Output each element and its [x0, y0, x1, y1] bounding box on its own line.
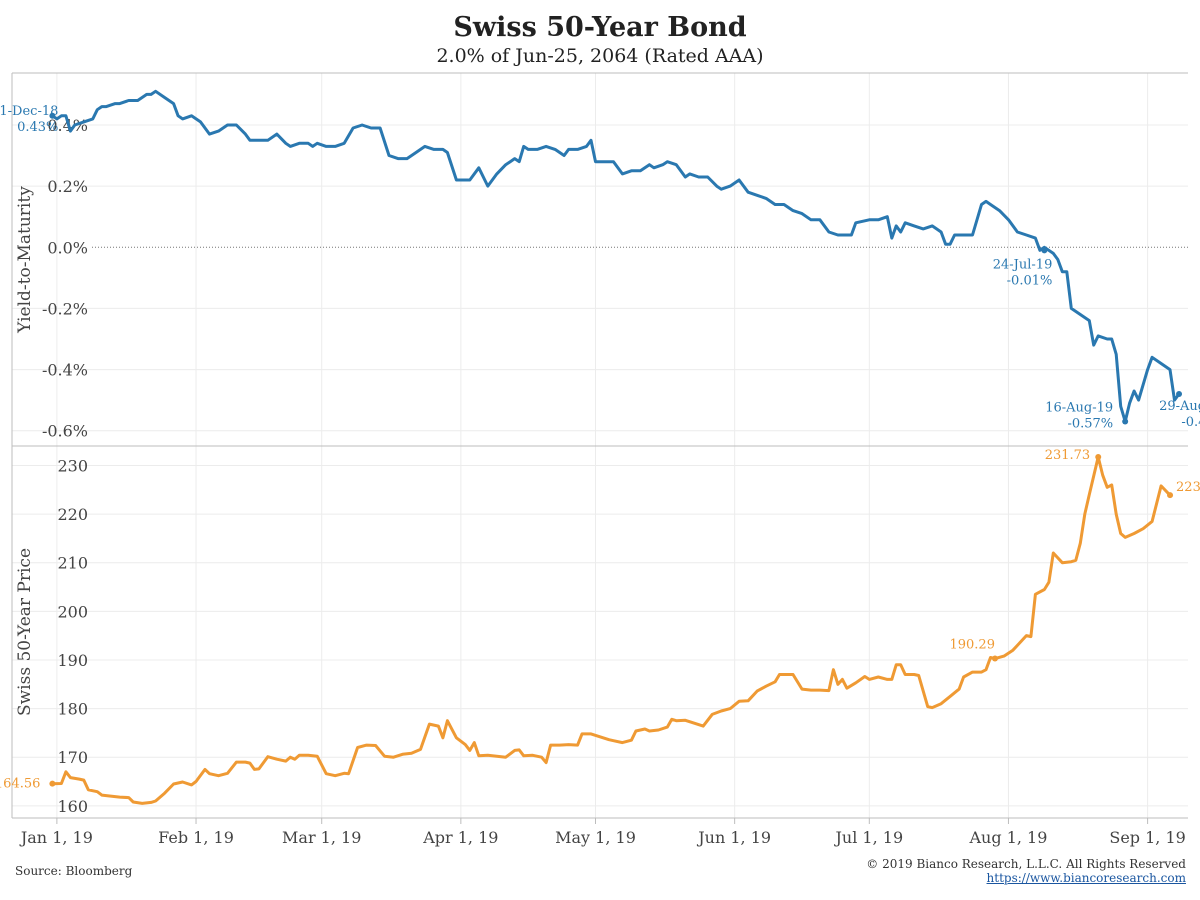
yield-axis-label: Yield-to-Maturity	[15, 186, 35, 334]
price-tick-label: 200	[57, 602, 88, 621]
price-series-line	[50, 455, 1172, 805]
price-tick-label: 160	[57, 797, 88, 816]
x-tick-label: Jan 1, 19	[19, 828, 93, 847]
chart-subtitle: 2.0% of Jun-25, 2064 (Rated AAA)	[436, 45, 764, 67]
yield-tick-label: 0.2%	[47, 177, 88, 196]
yield-annotation-label: -0.57%	[1067, 417, 1113, 432]
x-tick-label: Apr 1, 19	[422, 828, 498, 847]
yield-annotation-label: 16-Aug-19	[1045, 401, 1113, 416]
yield-tick-label: -0.2%	[42, 299, 88, 318]
yield-tick-label: -0.4%	[42, 361, 88, 380]
yield-annotation-label: 29-Aug-19	[1159, 399, 1200, 414]
yield-tick-label: 0.0%	[47, 238, 88, 257]
price-axis-label: Swiss 50-Year Price	[15, 548, 35, 716]
x-tick-label: Sep 1, 19	[1109, 828, 1185, 847]
x-tick-label: Mar 1, 19	[282, 828, 361, 847]
price-annotation-label: 190.29	[949, 638, 995, 653]
x-tick-label: Jul 1, 19	[833, 828, 903, 847]
price-tick-label: 220	[57, 505, 88, 524]
price-annotation-label: 164.56	[0, 777, 40, 792]
price-annotation-marker	[1095, 454, 1102, 461]
price-annotation-marker	[49, 780, 56, 787]
copyright-note: © 2019 Bianco Research, L.L.C. All Right…	[866, 857, 1186, 871]
price-tick-label: 170	[57, 748, 88, 767]
yield-annotation-marker	[1041, 247, 1048, 254]
yield-annotation-label: -0.01%	[1007, 273, 1053, 288]
yield-annotation-marker	[1176, 391, 1183, 398]
yield-series-line	[50, 89, 1181, 423]
price-annotation-marker	[991, 655, 998, 662]
price-tick-label: 210	[57, 554, 88, 573]
yield-annotation-marker	[49, 112, 56, 119]
price-annotation-marker	[1167, 492, 1174, 499]
price-tick-label: 180	[57, 700, 88, 719]
yield-annotation-label: -0.48%	[1181, 415, 1200, 430]
yield-tick-label: -0.6%	[42, 422, 88, 441]
price-annotation-label: 223.89	[1176, 480, 1200, 495]
yield-annotation-label: 0.43%	[17, 120, 58, 135]
price-annotation-label: 231.73	[1045, 448, 1091, 463]
price-tick-label: 190	[57, 651, 88, 670]
x-tick-label: Jun 1, 19	[696, 828, 771, 847]
price-tick-label: 230	[57, 456, 88, 475]
website-link[interactable]: https://www.biancoresearch.com	[986, 871, 1186, 885]
yield-annotation-label: 31-Dec-18	[0, 104, 58, 119]
source-note: Source: Bloomberg	[15, 864, 133, 878]
x-tick-label: Aug 1, 19	[969, 828, 1048, 847]
x-tick-label: May 1, 19	[555, 828, 636, 847]
x-tick-label: Feb 1, 19	[158, 828, 234, 847]
chart-title: Swiss 50-Year Bond	[453, 12, 747, 43]
yield-annotation-marker	[1122, 418, 1129, 425]
yield-annotation-label: 24-Jul-19	[993, 257, 1053, 272]
